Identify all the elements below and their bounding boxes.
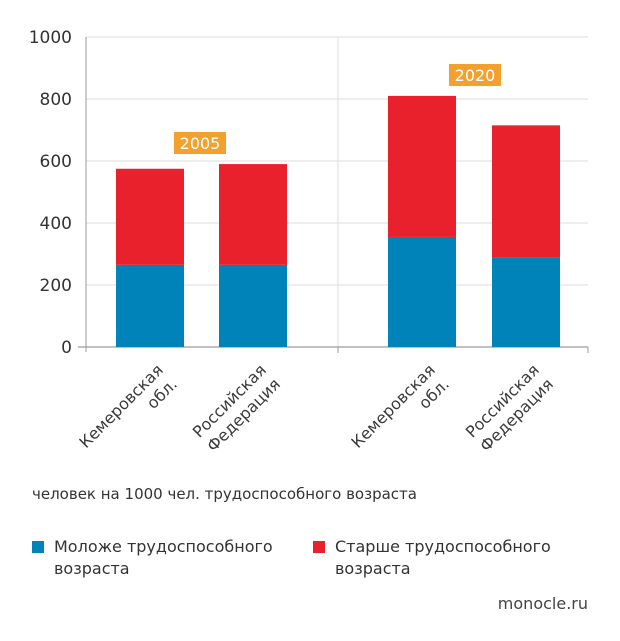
y-tick-label: 200 — [40, 276, 72, 296]
y-tick-label: 0 — [61, 338, 72, 358]
bar-segment-older — [219, 164, 287, 265]
legend-label-younger: Моложе трудоспособного возраста — [54, 537, 273, 578]
bar-segment-older — [388, 95, 456, 237]
legend-swatch-older — [313, 541, 325, 553]
y-tick-label: 800 — [40, 90, 72, 110]
x-category-label: РоссийскаяФедерация — [189, 360, 284, 455]
bar-segment-older — [116, 168, 184, 265]
x-category-label: Кемеровскаяобл. — [347, 360, 453, 466]
x-category-label: РоссийскаяФедерация — [462, 360, 557, 455]
y-tick-label: 600 — [40, 152, 72, 172]
unit-note: человек на 1000 чел. трудоспособного воз… — [32, 485, 417, 503]
year-badge — [449, 64, 501, 86]
legend-swatch-younger — [32, 541, 44, 553]
source-credit: monocle.ru — [497, 594, 588, 613]
stacked-bar-chart: 0 200 400 600 800 1000 2005 2020 Кемеровскаяоб… — [29, 28, 589, 466]
y-tick-label: 400 — [40, 214, 72, 234]
legend-item-younger: Моложе трудоспособного возраста — [32, 536, 294, 580]
bar-segment-older — [492, 125, 560, 258]
y-tick-label: 1000 — [29, 28, 72, 48]
bar-segment-younger — [116, 264, 184, 347]
x-category-label: Кемеровскаяобл. — [75, 360, 181, 466]
year-badge — [174, 132, 226, 154]
year-label: 2020 — [455, 66, 496, 85]
bar-segment-younger — [492, 257, 560, 347]
bar-segment-younger — [388, 236, 456, 347]
year-label: 2005 — [180, 134, 221, 153]
legend-label-older: Старше трудоспособного возраста — [335, 537, 551, 578]
bar-segment-younger — [219, 264, 287, 347]
legend-item-older: Старше трудоспособного возраста — [313, 536, 575, 580]
